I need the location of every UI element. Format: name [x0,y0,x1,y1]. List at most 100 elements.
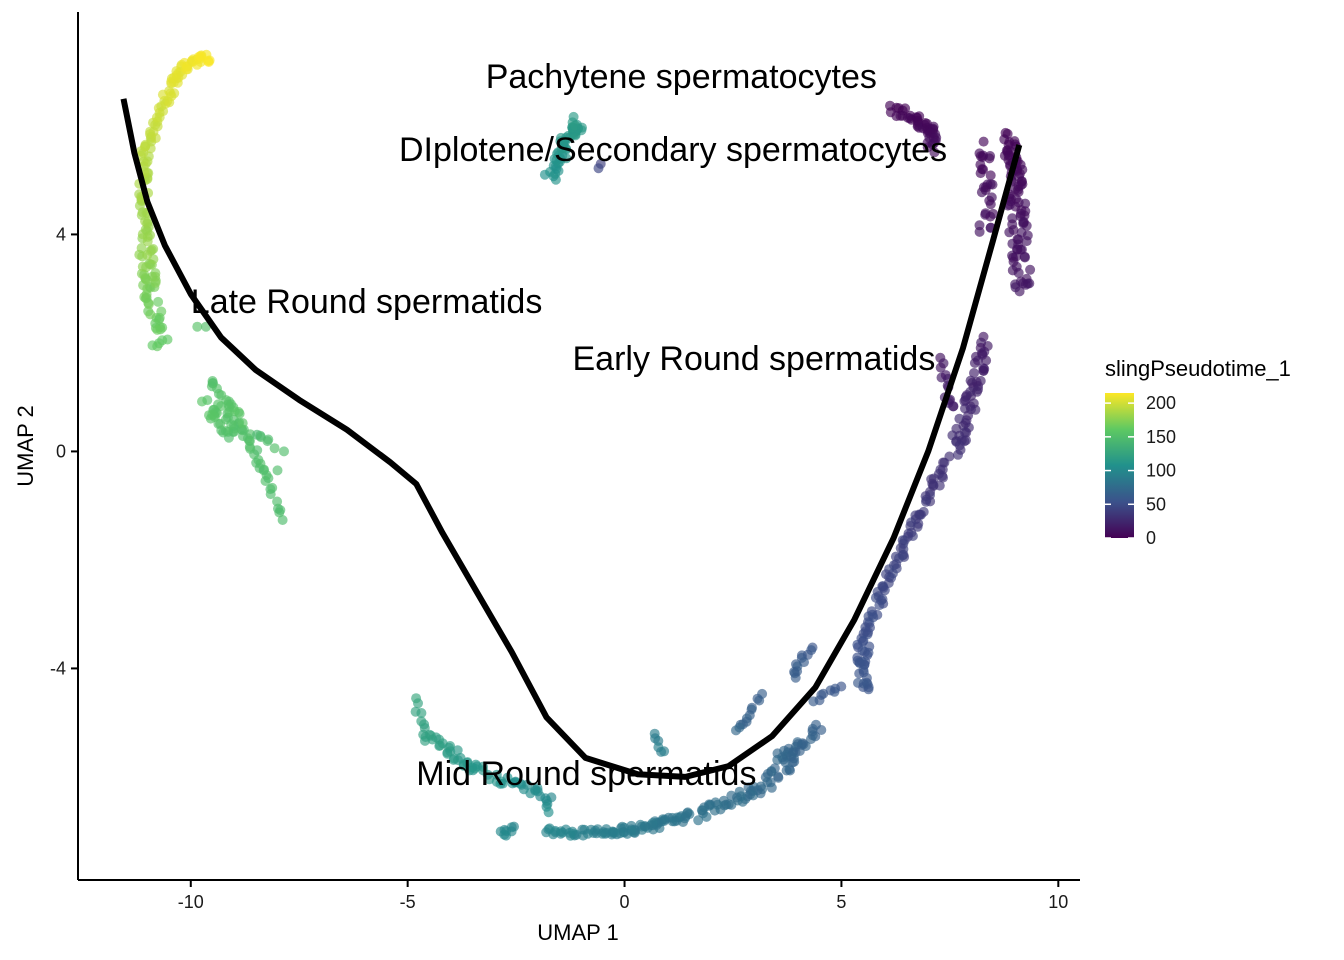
data-point [985,170,996,181]
data-point [959,427,970,438]
data-point [973,384,983,395]
data-point [787,757,798,768]
data-point [974,226,985,237]
axes [77,12,1080,881]
data-point [410,706,421,717]
legend-title: slingPseudotime_1 [1105,356,1291,381]
data-point [935,362,946,373]
data-point [1010,282,1021,293]
x-ticks: -10 -5 0 5 10 [178,880,1068,912]
data-point [1015,208,1026,219]
color-legend: slingPseudotime_1 200 150 100 50 0 [1105,356,1291,548]
data-point [985,151,996,161]
data-point [272,496,283,507]
data-point [929,147,940,158]
data-point [1019,252,1030,263]
data-point [965,386,976,397]
legend-colorbar [1105,393,1134,538]
data-point [141,262,152,273]
data-point [136,243,147,253]
data-point [142,218,153,229]
data-point [1020,198,1031,209]
data-point [754,695,765,706]
data-point [905,521,916,531]
data-point [452,745,463,756]
data-point [147,340,158,351]
data-point [808,696,819,707]
data-point [1018,278,1028,289]
data-point [568,111,579,122]
data-point [442,748,453,759]
cluster-labels: Pachytene spermatocytes DIplotene/Seconda… [191,58,947,793]
data-point [416,716,427,727]
data-point [807,730,818,741]
data-point [1004,227,1015,238]
data-point [921,496,931,507]
data-point [667,816,678,827]
data-point [143,297,154,308]
data-point [894,553,904,564]
y-tick-label: -4 [50,658,66,678]
data-point [1025,264,1036,275]
data-point [192,321,203,332]
legend-ticks: 200 150 100 50 0 [1105,393,1176,548]
data-point [411,693,422,704]
data-point [1007,219,1018,230]
data-point [659,746,670,757]
data-point [927,139,938,150]
data-point [263,434,274,445]
data-point [985,199,996,210]
data-point [279,446,289,457]
cluster-label: Late Round spermatids [191,283,543,321]
data-point [914,509,925,520]
data-point [863,647,874,658]
data-point [772,754,783,765]
data-point [696,805,707,816]
data-point [150,271,161,282]
data-point [469,763,480,774]
data-point [1004,199,1015,210]
data-point [169,88,180,99]
data-point [152,324,163,335]
data-point [794,746,805,756]
x-tick-label: -10 [178,892,204,912]
data-point [234,408,245,419]
data-point [272,465,283,476]
cluster-label: Early Round spermatids [573,340,936,378]
data-point [858,664,869,675]
data-point [491,769,502,780]
x-axis-title: UMAP 1 [537,920,619,945]
data-point [1004,137,1015,148]
data-point [207,409,218,420]
data-point [748,781,759,792]
cluster-label: Mid Round spermatids [416,755,756,793]
data-point [976,187,987,198]
data-point [197,396,207,407]
data-point [858,678,869,689]
legend-tick-label: 50 [1146,494,1166,514]
y-tick-label: 0 [56,441,66,461]
data-point [904,113,915,124]
data-point [237,418,248,429]
data-point [267,482,278,493]
data-point [1013,267,1024,278]
data-point [152,121,163,132]
data-point [985,211,996,222]
x-tick-label: -5 [400,892,416,912]
data-point [867,609,878,620]
legend-tick-label: 0 [1146,528,1156,548]
data-point [969,368,979,378]
data-point [156,306,167,317]
data-point [978,366,989,376]
data-point [781,765,792,776]
data-point [780,757,791,768]
y-axis-title: UMAP 2 [13,405,38,487]
data-point [975,168,986,179]
data-point [145,309,156,320]
legend-tick-label: 200 [1146,393,1176,413]
data-point [150,133,161,144]
cluster-label: DIplotene/Secondary spermatocytes [399,131,947,169]
x-tick-label: 0 [620,892,630,912]
data-point [154,314,164,325]
